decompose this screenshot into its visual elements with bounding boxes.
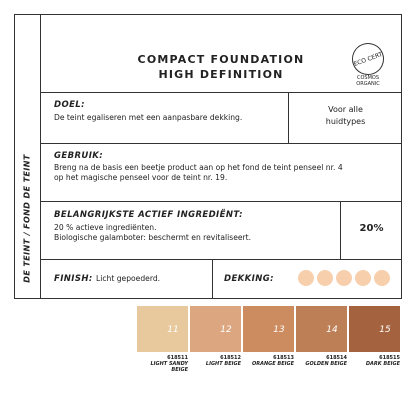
shade-number: 12 <box>220 325 232 335</box>
rule <box>40 143 402 144</box>
aside: Voor alle huidtypes <box>289 104 402 128</box>
label: FINISH: <box>54 274 93 284</box>
dot <box>355 270 371 286</box>
divider <box>40 14 41 299</box>
shade-number: 13 <box>273 325 285 335</box>
dot <box>317 270 333 286</box>
shade-code: 618512 <box>220 355 241 361</box>
title-line: HIGH DEFINITION <box>158 68 284 81</box>
aside-line: Voor alle <box>328 105 363 114</box>
text: 20 % actieve ingrediënten. Biologische g… <box>54 223 251 243</box>
swatch <box>296 306 347 352</box>
shade-number: 15 <box>379 325 391 335</box>
rule <box>40 92 402 93</box>
text-line: 20 % actieve ingrediënten. <box>54 223 157 232</box>
shade-code: 618511 <box>167 355 188 361</box>
text: Licht gepoederd. <box>96 274 161 283</box>
shade-name: DARK BEIGE <box>365 361 400 367</box>
side-label: DE TEINT / FOND DE TEINT <box>22 154 32 283</box>
swatch <box>243 306 294 352</box>
shade-number: 11 <box>167 325 179 335</box>
rule <box>40 201 402 202</box>
shade-code: 618513 <box>273 355 294 361</box>
shade-name: BEIGE <box>171 367 188 373</box>
dot <box>298 270 314 286</box>
text: Breng na de basis een beetje product aan… <box>54 163 399 183</box>
caption-line: ORGANIC <box>356 81 380 87</box>
label: DEKKING: <box>224 274 274 284</box>
dot <box>374 270 390 286</box>
rule <box>40 259 402 260</box>
card <box>14 14 402 299</box>
shade-name: ORANGE BEIGE <box>251 361 294 367</box>
text: De teint egaliseren met een aanpasbare d… <box>54 113 243 122</box>
shade-code: 618514 <box>326 355 347 361</box>
shade-name: LIGHT SANDY <box>150 361 188 367</box>
badge-caption: COSMOS ORGANIC <box>340 75 396 87</box>
title: COMPACT FOUNDATION HIGH DEFINITION <box>40 52 402 82</box>
caption-line: COSMOS <box>356 75 380 81</box>
rule <box>212 259 213 299</box>
shade-name: LIGHT BEIGE <box>205 361 241 367</box>
shade-number: 14 <box>326 325 338 335</box>
dot <box>336 270 352 286</box>
title-line: COMPACT FOUNDATION <box>137 53 305 66</box>
rule <box>340 201 341 259</box>
coverage-dots <box>298 270 390 286</box>
swatch <box>137 306 188 352</box>
value: 20% <box>359 223 384 234</box>
text-line: Breng na de basis een beetje product aan… <box>54 163 343 172</box>
label: BELANGRIJKSTE ACTIEF INGREDIËNT: <box>54 210 243 220</box>
swatch <box>349 306 400 352</box>
aside-line: huidtypes <box>325 117 366 126</box>
rule <box>288 92 289 143</box>
text-line: op het magische penseel voor de teint nr… <box>54 173 228 182</box>
label: GEBRUIK: <box>54 151 104 161</box>
swatch <box>190 306 241 352</box>
shade-name: GOLDEN BEIGE <box>305 361 347 367</box>
label: DOEL: <box>54 100 85 110</box>
shade-code: 618515 <box>379 355 400 361</box>
text-line: Biologische galamboter: beschermt en rev… <box>54 233 252 242</box>
